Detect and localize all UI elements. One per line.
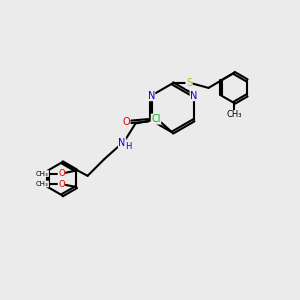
Text: O: O (58, 169, 65, 178)
Text: S: S (186, 78, 192, 88)
Text: N: N (148, 91, 155, 101)
Text: N: N (118, 138, 126, 148)
Text: CH₃: CH₃ (36, 170, 49, 176)
Text: CH₃: CH₃ (226, 110, 242, 119)
Text: O: O (58, 179, 65, 188)
Text: N: N (190, 91, 197, 101)
Text: O: O (122, 117, 130, 127)
Text: H: H (125, 142, 131, 151)
Text: CH₃: CH₃ (36, 181, 49, 187)
Text: Cl: Cl (151, 114, 161, 124)
